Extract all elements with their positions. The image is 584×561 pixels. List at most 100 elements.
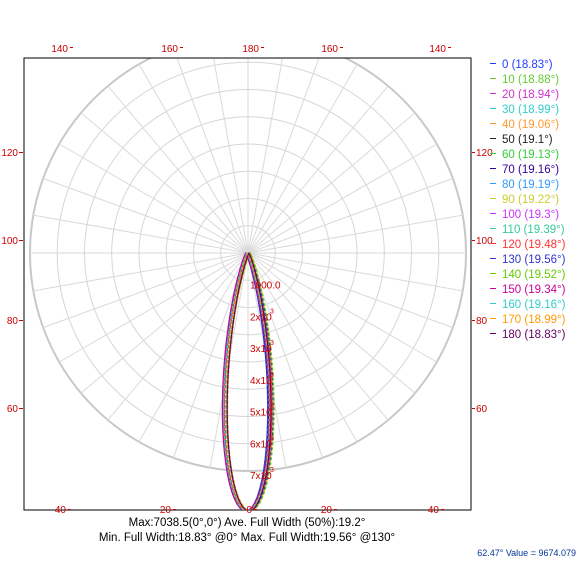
grid-spoke xyxy=(247,58,283,254)
legend-item: 30 (18.99°) xyxy=(490,103,584,118)
radial-label: 2x10 xyxy=(250,312,272,323)
legend-label: 150 (19.34°) xyxy=(502,284,566,296)
legend-swatch xyxy=(490,108,496,110)
grid-spoke xyxy=(33,252,249,292)
legend-swatch xyxy=(490,168,496,170)
legend-item: 70 (19.16°) xyxy=(490,163,584,178)
grid-spoke xyxy=(176,58,249,254)
legend-item: 130 (19.56°) xyxy=(490,253,584,268)
legend-swatch xyxy=(490,123,496,125)
legend-swatch xyxy=(490,243,496,245)
grid-spoke xyxy=(80,252,249,394)
tick-marks-bottom xyxy=(68,509,444,510)
grid-spoke xyxy=(42,177,249,254)
legend-swatch xyxy=(490,153,496,155)
legend-label: 180 (18.83°) xyxy=(502,329,566,341)
legend-item: 110 (19.39°) xyxy=(490,223,584,238)
legend-swatch xyxy=(490,318,496,320)
legend-swatch xyxy=(490,333,496,335)
legend-swatch xyxy=(490,228,496,230)
legend-item: 50 (19.1°) xyxy=(490,133,584,148)
legend-item: 10 (18.88°) xyxy=(490,73,584,88)
legend-item: 90 (19.22°) xyxy=(490,193,584,208)
grid-spoke xyxy=(213,58,249,254)
tick-bottom-2: 20 xyxy=(160,505,172,516)
legend-swatch xyxy=(490,303,496,305)
tick-bottom-4: 20 xyxy=(321,505,333,516)
grid-spoke xyxy=(80,112,249,254)
legend-swatch xyxy=(490,93,496,95)
tick-top-5: 140 xyxy=(429,44,446,55)
grid-spoke xyxy=(138,252,249,443)
legend-item: 180 (18.83°) xyxy=(490,328,584,343)
legend-swatch xyxy=(490,78,496,80)
grid-spoke xyxy=(58,143,249,254)
grid-spoke xyxy=(247,252,463,292)
legend-label: 130 (19.56°) xyxy=(502,254,566,266)
legend-swatch xyxy=(490,63,496,65)
tick-bottom-3: 0 xyxy=(246,505,252,516)
radial-label-exponent: 3 xyxy=(270,340,274,347)
legend-swatch xyxy=(490,138,496,140)
legend-label: 100 (19.3°) xyxy=(502,209,560,221)
radial-label: 4x10 xyxy=(250,376,272,387)
legend-label: 70 (19.16°) xyxy=(502,164,560,176)
legend-label: 20 (18.94°) xyxy=(502,89,560,101)
legend-label: 30 (18.99°) xyxy=(502,104,560,116)
grid-spoke xyxy=(247,58,320,254)
series-curve-120 xyxy=(223,252,273,510)
tick-top-2: 160 xyxy=(161,44,178,55)
grid-spoke xyxy=(247,252,438,363)
grid-spoke xyxy=(247,85,389,254)
legend-item: 100 (19.3°) xyxy=(490,208,584,223)
grid-spoke xyxy=(247,112,416,254)
tick-left-2: 100 xyxy=(1,236,18,247)
grid-spoke xyxy=(247,252,454,329)
radial-label: 5x10 xyxy=(250,408,272,419)
legend-label: 160 (19.16°) xyxy=(502,299,566,311)
legend-swatch xyxy=(490,258,496,260)
grid-spoke xyxy=(247,252,358,443)
tick-marks-right xyxy=(472,152,475,409)
radial-label-exponent: 3 xyxy=(270,404,274,411)
legend-item: 40 (19.06°) xyxy=(490,118,584,133)
legend-label: 80 (19.19°) xyxy=(502,179,560,191)
grid-spoke xyxy=(247,252,389,421)
distribution-curves xyxy=(221,252,275,510)
tick-bottom-5: 40 xyxy=(428,505,440,516)
series-curve-160 xyxy=(223,252,271,510)
legend-item: 120 (19.48°) xyxy=(490,238,584,253)
legend-label: 170 (18.99°) xyxy=(502,314,566,326)
legend-swatch xyxy=(490,183,496,185)
legend-label: 0 (18.83°) xyxy=(502,59,553,71)
grid-spoke xyxy=(247,214,463,254)
grid-spoke xyxy=(42,252,249,329)
tick-top-4: 160 xyxy=(321,44,338,55)
tick-marks-top xyxy=(70,47,451,48)
legend-swatch xyxy=(490,288,496,290)
tick-bottom-1: 40 xyxy=(55,505,67,516)
radial-label-exponent: 3 xyxy=(270,435,274,442)
series-curve-170 xyxy=(224,252,272,510)
radial-label: 6x10 xyxy=(250,439,272,450)
tick-top-3: 180 xyxy=(242,44,259,55)
legend-item: 0 (18.83°) xyxy=(490,58,584,73)
legend-label: 10 (18.88°) xyxy=(502,74,560,86)
cursor-readout: 62.47° Value = 9674.079 xyxy=(477,548,576,558)
tick-right-1: 120 xyxy=(476,148,493,159)
grid-spoke xyxy=(107,85,249,254)
legend-label: 140 (19.52°) xyxy=(502,269,566,281)
legend-label: 120 (19.48°) xyxy=(502,239,566,251)
series-curve-140 xyxy=(225,252,275,510)
series-curve-150 xyxy=(221,252,270,510)
grid-spoke xyxy=(33,214,249,254)
tick-right-3: 80 xyxy=(476,316,488,327)
legend-item: 150 (19.34°) xyxy=(490,283,584,298)
legend-label: 110 (19.39°) xyxy=(502,224,565,236)
grid-spoke xyxy=(247,177,454,254)
legend: 0 (18.83°) 10 (18.88°) 20 (18.94°) 30 (18.9… xyxy=(490,58,584,343)
radial-label-exponent: 3 xyxy=(270,467,274,474)
legend-swatch xyxy=(490,198,496,200)
grid-spoke xyxy=(138,63,249,254)
